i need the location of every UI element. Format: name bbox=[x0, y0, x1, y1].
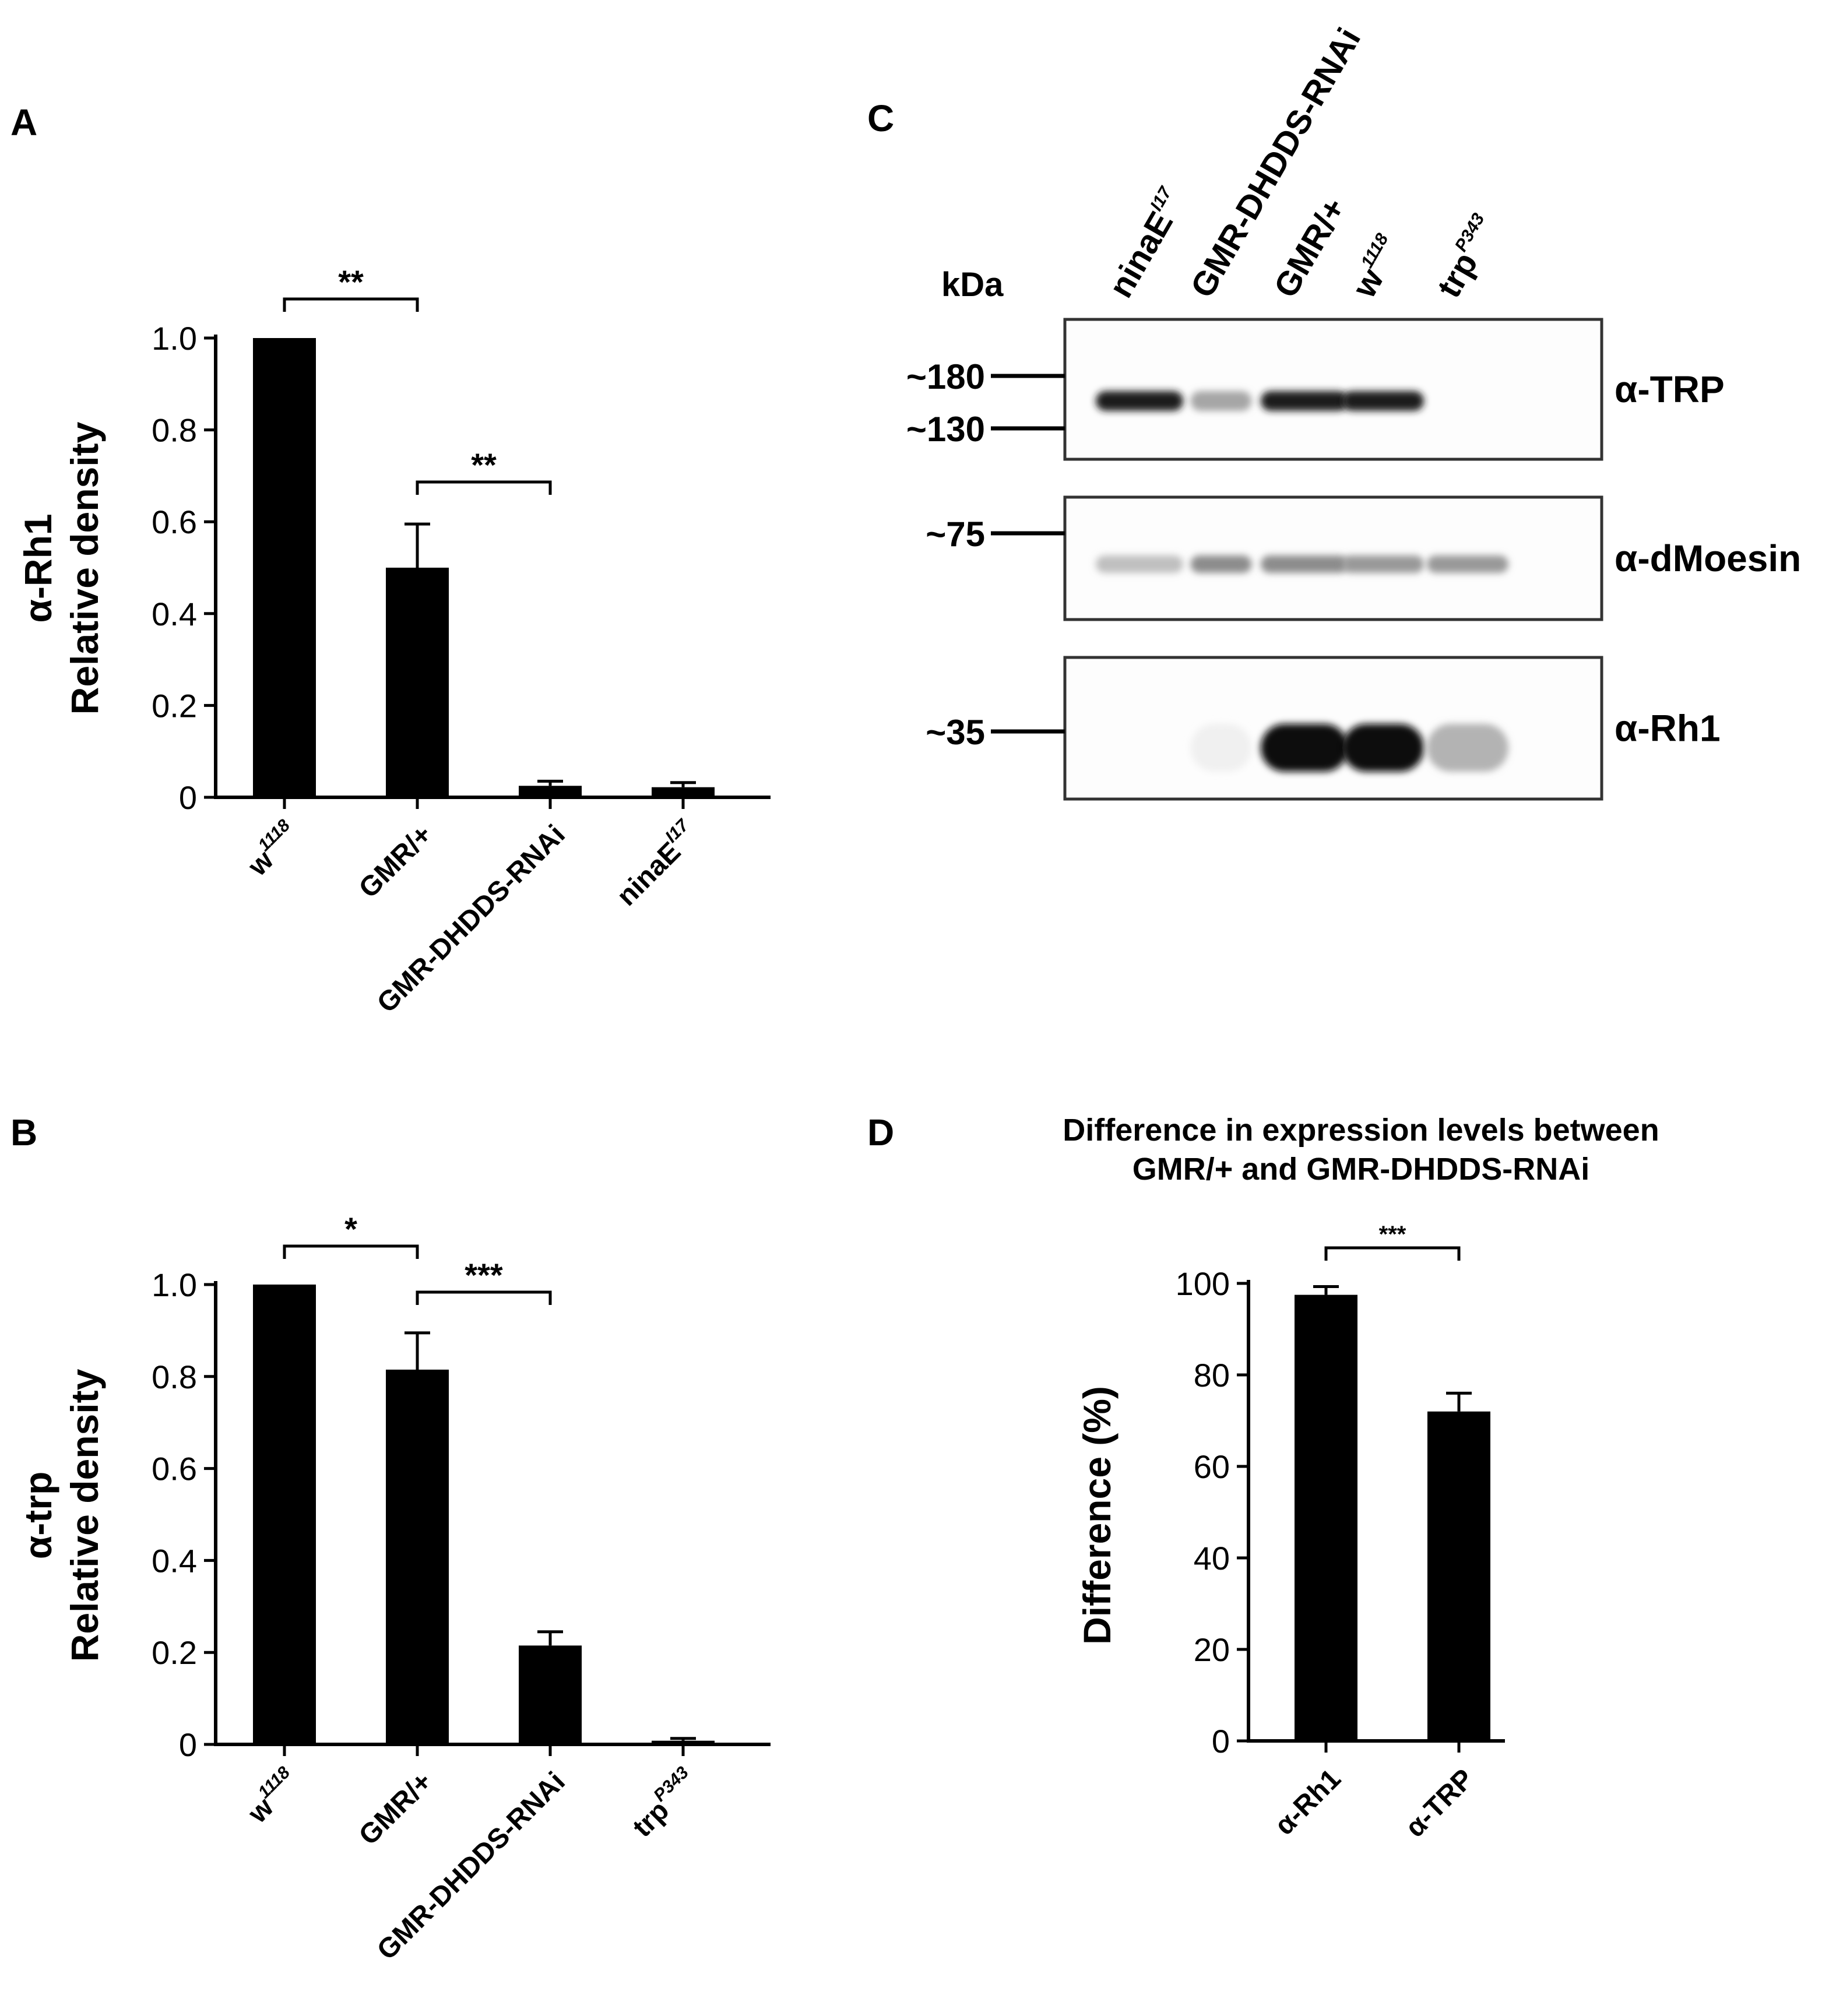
bar bbox=[253, 1285, 316, 1744]
chart-b: 00.20.40.60.81.0****α-trp Relative densit… bbox=[16, 1211, 771, 1966]
bar bbox=[519, 1645, 582, 1744]
significance-stars: *** bbox=[1379, 1222, 1406, 1247]
y-tick-label: 0.4 bbox=[152, 1542, 197, 1579]
category-superscript: I17 bbox=[662, 815, 693, 847]
antibody-label: α-dMoesin bbox=[1615, 537, 1801, 579]
y-axis-title-line1: α-Rh1 bbox=[16, 513, 59, 622]
chart-title-line2: GMR/+ and GMR-DHDDS-RNAi bbox=[1132, 1152, 1589, 1187]
y-tick-label: 60 bbox=[1194, 1448, 1230, 1485]
significance-stars: ** bbox=[471, 446, 497, 483]
significance-stars: * bbox=[344, 1211, 357, 1247]
y-tick-label: 0.6 bbox=[152, 1451, 197, 1487]
lane-label: ninaEI17 bbox=[1100, 183, 1193, 304]
x-category-label: w1118 bbox=[238, 815, 305, 882]
bar bbox=[386, 568, 449, 797]
unit-label: kDa bbox=[941, 266, 1004, 304]
significance-stars: ** bbox=[338, 263, 364, 300]
x-category-label: α-TRP bbox=[1399, 1763, 1480, 1843]
marker-label: ~35 bbox=[926, 713, 985, 752]
blot-frame bbox=[1063, 318, 1603, 461]
band bbox=[1261, 391, 1348, 411]
bar bbox=[652, 1740, 715, 1744]
band bbox=[1342, 391, 1424, 411]
y-axis-title-line2: Relative density bbox=[63, 1368, 106, 1662]
y-axis-title-line2: Relative density bbox=[63, 421, 106, 715]
band bbox=[1342, 724, 1424, 772]
lane-label: w1118 bbox=[1344, 230, 1409, 305]
band bbox=[1096, 391, 1183, 411]
panel-letter-b: B bbox=[10, 1111, 37, 1153]
significance-bracket bbox=[416, 1290, 552, 1305]
y-tick-label: 0.4 bbox=[152, 596, 197, 632]
band bbox=[1261, 555, 1348, 573]
significance-bracket bbox=[283, 297, 419, 312]
y-tick-label: 0 bbox=[179, 1726, 197, 1763]
lane-label: trpP343 bbox=[1429, 210, 1506, 304]
y-tick-label: 0 bbox=[1212, 1723, 1230, 1760]
category-superscript: 1118 bbox=[255, 1762, 294, 1802]
band bbox=[1096, 555, 1183, 573]
y-tick-label: 1.0 bbox=[152, 320, 197, 357]
category-superscript: 1118 bbox=[255, 815, 294, 855]
chart-a: 0 0.2 0.4 0.6 0.8 1.0 ** ** α-Rh1 Relative densit… bbox=[16, 263, 771, 1019]
significance-stars: *** bbox=[465, 1257, 503, 1293]
lane-label: GMR/+ bbox=[1267, 192, 1353, 304]
band bbox=[1190, 724, 1252, 772]
marker-label: ~130 bbox=[906, 410, 985, 449]
band bbox=[1190, 555, 1252, 573]
panel-letter-d: D bbox=[867, 1111, 894, 1153]
y-tick-label: 0.6 bbox=[152, 504, 197, 540]
y-tick-label: 0 bbox=[179, 779, 197, 816]
lane-label-superscript: 1118 bbox=[1357, 230, 1392, 272]
chart-title-line1: Difference in expression levels between bbox=[1063, 1113, 1659, 1148]
bar bbox=[652, 787, 715, 797]
x-category-label: GMR/+ bbox=[353, 1766, 438, 1851]
x-category-label: w1118 bbox=[238, 1762, 305, 1829]
y-tick-label: 100 bbox=[1176, 1265, 1230, 1302]
significance-bracket bbox=[416, 480, 552, 495]
lane-label-superscript: I17 bbox=[1146, 183, 1176, 214]
marker-label: ~75 bbox=[926, 515, 985, 554]
bar bbox=[386, 1369, 449, 1744]
bar bbox=[519, 786, 582, 797]
bar bbox=[1427, 1411, 1490, 1741]
antibody-label: α-Rh1 bbox=[1615, 708, 1721, 750]
bar bbox=[1295, 1294, 1357, 1741]
y-tick-label: 0.8 bbox=[152, 1359, 197, 1395]
band bbox=[1427, 724, 1508, 772]
y-tick-label: 20 bbox=[1194, 1631, 1230, 1668]
y-axis-title: Difference (%) bbox=[1075, 1386, 1119, 1645]
y-tick-label: 40 bbox=[1194, 1540, 1230, 1577]
band bbox=[1342, 555, 1424, 573]
band bbox=[1190, 391, 1252, 411]
x-category-label: GMR/+ bbox=[353, 819, 438, 904]
y-axis-title-line1: α-trp bbox=[16, 1472, 59, 1560]
lane-label: GMR-DHDDS-RNAi bbox=[1183, 22, 1368, 304]
x-category-label: ninaEI17 bbox=[608, 815, 705, 912]
bar bbox=[253, 338, 316, 797]
lane-label-superscript: P343 bbox=[1451, 210, 1489, 255]
category-superscript: P343 bbox=[650, 1762, 692, 1805]
band bbox=[1427, 555, 1508, 573]
panel-letter-a: A bbox=[10, 101, 37, 143]
y-tick-label: 0.2 bbox=[152, 687, 197, 724]
x-category-label: α-Rh1 bbox=[1269, 1763, 1347, 1841]
significance-bracket bbox=[283, 1244, 419, 1259]
chart-d: 0 20 40 60 80 100 *** Difference in expression … bbox=[1063, 1113, 1659, 1843]
y-tick-label: 0.8 bbox=[152, 412, 197, 449]
y-tick-label: 80 bbox=[1194, 1357, 1230, 1394]
y-tick-label: 1.0 bbox=[152, 1266, 197, 1303]
significance-bracket bbox=[1324, 1246, 1461, 1261]
y-tick-label: 0.2 bbox=[152, 1634, 197, 1671]
marker-label: ~180 bbox=[906, 357, 985, 396]
panel-letter-c: C bbox=[867, 97, 894, 139]
band bbox=[1261, 724, 1348, 772]
antibody-label: α-TRP bbox=[1615, 368, 1725, 410]
x-category-label: trpP343 bbox=[624, 1762, 704, 1843]
